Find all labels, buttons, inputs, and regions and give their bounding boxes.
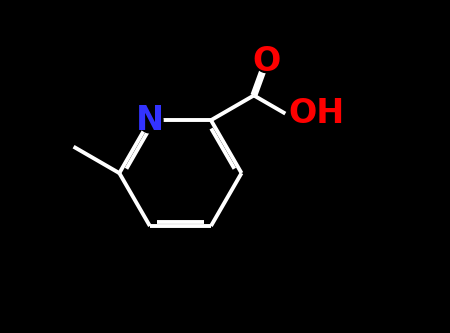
Text: N: N [136, 104, 164, 137]
Text: OH: OH [288, 97, 345, 130]
Text: O: O [252, 45, 280, 78]
